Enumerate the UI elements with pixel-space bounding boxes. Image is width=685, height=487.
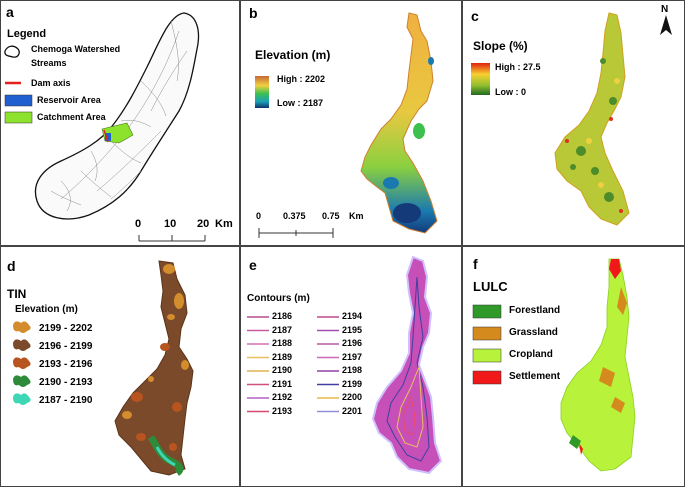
- slope-map: [471, 12, 672, 226]
- scale-tick-10: 10: [164, 218, 177, 230]
- contour-label: 2201: [342, 405, 363, 416]
- contour-label: 2195: [342, 324, 363, 335]
- legend-watershed-label: Chemoga Watershed: [31, 44, 121, 54]
- tin-class-5: 2187 - 2190: [39, 395, 93, 406]
- elevation-low: Low : 2187: [277, 98, 324, 108]
- tin-map: [13, 260, 194, 476]
- elevation-map: [255, 12, 438, 238]
- b-scale-tick-0: 0: [256, 211, 262, 221]
- scale-tick-0: 0: [135, 218, 142, 230]
- contour-label: 2192: [272, 392, 293, 402]
- tin-class-1: 2199 - 2202: [39, 323, 93, 334]
- tin-subtitle: Elevation (m): [15, 304, 78, 315]
- contour-label: 2191: [272, 378, 293, 389]
- b-scale-unit: Km: [349, 211, 364, 221]
- contour-label: 2193: [272, 405, 293, 416]
- lulc-map: [472, 258, 636, 472]
- contour-label: 2188: [272, 338, 293, 348]
- tin-class-3: 2193 - 2196: [39, 359, 93, 370]
- lulc-grassland: Grassland: [509, 327, 558, 338]
- contour-label: 2194: [342, 311, 363, 321]
- legend-streams-label: Streams: [31, 58, 67, 68]
- elevation-high: High : 2202: [277, 74, 326, 84]
- scale-tick-20: 20: [197, 218, 210, 230]
- slope-high: High : 27.5: [495, 62, 541, 72]
- tin-class-4: 2190 - 2193: [39, 377, 93, 388]
- panel-label-d: d: [7, 258, 16, 274]
- contour-label: 2189: [272, 351, 293, 362]
- legend-dam-axis-label: Dam axis: [31, 78, 71, 88]
- panel-c: c N Slope (%) High : 27.5 Low : 0: [462, 0, 685, 246]
- panel-b: b Elevation (m: [240, 0, 462, 246]
- north-arrow-label: N: [661, 4, 669, 15]
- tin-title: TIN: [7, 287, 27, 301]
- slope-low: Low : 0: [495, 87, 526, 97]
- contour-label: 2199: [342, 378, 363, 389]
- panel-label-c: c: [471, 8, 479, 24]
- panel-label-e: e: [249, 257, 257, 273]
- contours-title: Contours (m): [247, 293, 310, 304]
- panel-label-f: f: [473, 256, 478, 272]
- legend-title: Legend: [7, 28, 47, 40]
- panel-f: f LULC Forestland Grassland Cropland Set…: [462, 246, 685, 487]
- panel-a: a Legend Chemoga Watershed: [0, 0, 240, 246]
- contour-label: 2198: [342, 365, 363, 375]
- watershed-map: [4, 12, 206, 242]
- legend-catchment-label: Catchment Area: [37, 112, 106, 122]
- slope-title: Slope (%): [473, 39, 528, 53]
- panel-d: d TIN Elevation (m) 2199 - 2202 2196 - 2…: [0, 246, 240, 487]
- lulc-settlement: Settlement: [509, 371, 561, 382]
- panel-label-a: a: [6, 4, 14, 20]
- panel-e: e Contours (m) 2186 2187 2188 2189 2190 2191 2…: [240, 246, 462, 487]
- contour-label: 2187: [272, 324, 293, 335]
- legend-reservoir-label: Reservoir Area: [37, 95, 101, 105]
- lulc-forestland: Forestland: [509, 305, 561, 316]
- elevation-title: Elevation (m): [255, 48, 331, 62]
- contour-label: 2190: [272, 365, 293, 375]
- b-scale-tick-mid: 0.375: [283, 211, 306, 221]
- b-scale-tick-end: 0.75: [322, 211, 340, 221]
- contour-label: 2200: [342, 392, 363, 402]
- lulc-title: LULC: [473, 279, 508, 294]
- lulc-cropland: Cropland: [509, 349, 553, 360]
- contour-label: 2186: [272, 311, 293, 321]
- scale-unit: Km: [215, 218, 233, 230]
- panel-label-b: b: [249, 5, 258, 21]
- contour-label: 2197: [342, 351, 363, 362]
- tin-class-2: 2196 - 2199: [39, 341, 93, 352]
- contour-label: 2196: [342, 338, 363, 348]
- contour-map: [247, 255, 443, 475]
